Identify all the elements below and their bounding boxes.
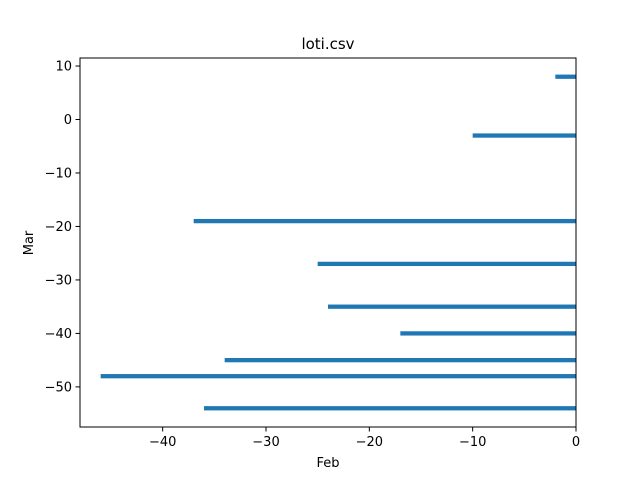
bar [224, 358, 576, 363]
bar [472, 133, 576, 138]
x-tick-label: −30 [252, 435, 279, 450]
x-tick-label: 0 [572, 435, 580, 450]
x-tick-label: −10 [459, 435, 486, 450]
y-axis-label: Mar [22, 230, 37, 255]
bar [193, 218, 576, 224]
bar [100, 374, 577, 379]
x-axis-label: Feb [316, 456, 339, 471]
y-tick-label: −40 [45, 327, 72, 342]
y-tick-label: −50 [45, 380, 72, 395]
bar [400, 331, 576, 336]
x-tick-label: −20 [356, 435, 383, 450]
x-axis-ticks: −40 −30 −20 −10 0 [149, 427, 580, 450]
plot-frame [79, 57, 577, 428]
bar [555, 74, 576, 79]
bar [204, 406, 576, 411]
bars-group [100, 74, 577, 411]
y-tick-label: −20 [45, 220, 72, 235]
y-tick-label: 10 [55, 60, 72, 75]
chart-title: loti.csv [301, 35, 354, 53]
y-axis-ticks: 10 0 −10 −20 −30 −40 −50 [45, 60, 80, 395]
x-tick-label: −40 [149, 435, 176, 450]
y-tick-label: 0 [64, 113, 72, 128]
bar [317, 261, 576, 267]
bar [328, 304, 576, 309]
y-tick-label: −10 [45, 166, 72, 181]
y-tick-label: −30 [45, 273, 72, 288]
